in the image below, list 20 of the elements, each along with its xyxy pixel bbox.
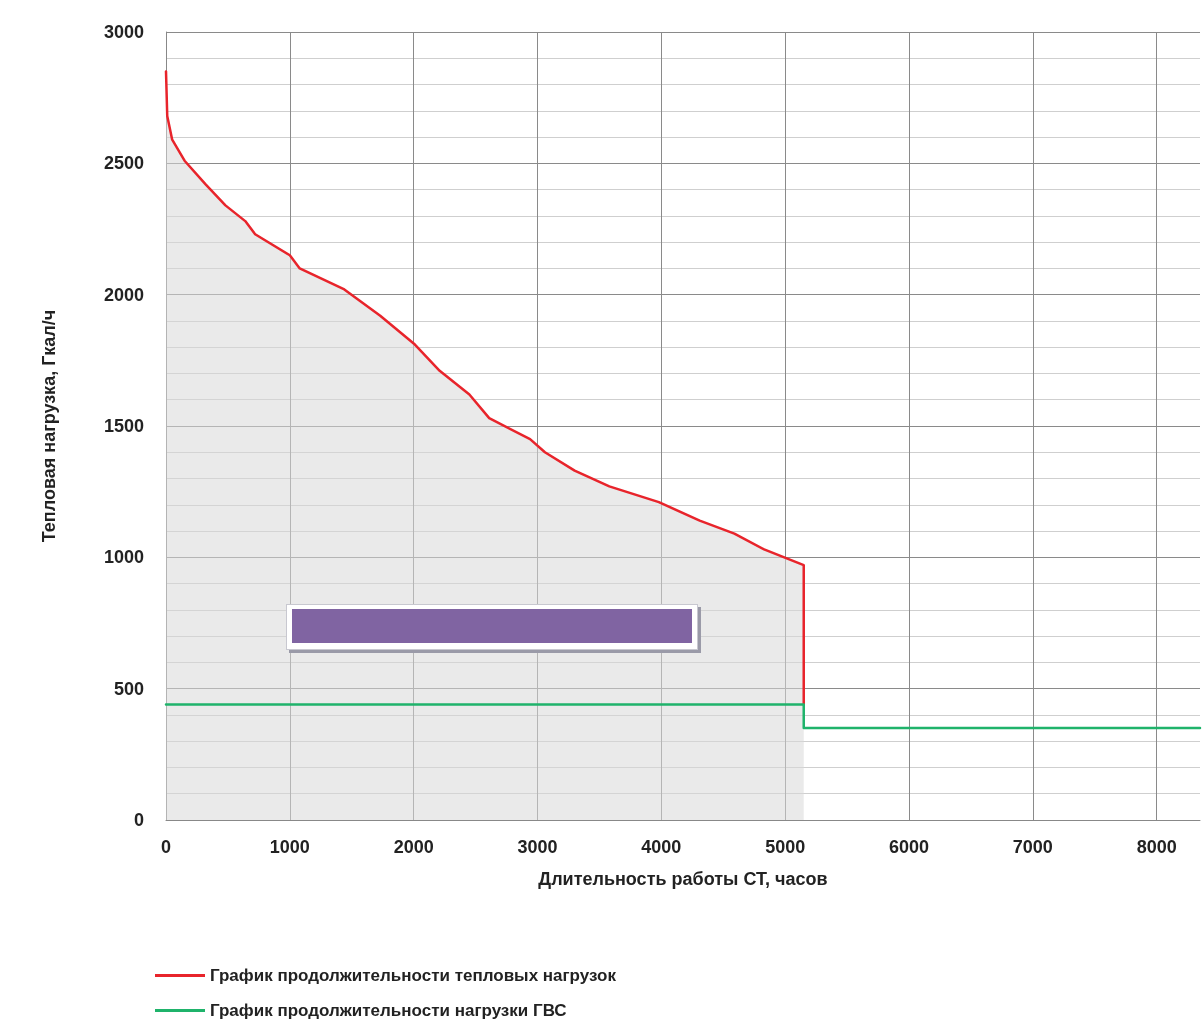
y-tick-label: 1500: [103, 416, 144, 436]
y-tick-label: 1000: [103, 547, 144, 568]
x-tick-label: 4000: [641, 837, 682, 857]
x-tick-label: 6000: [888, 837, 930, 857]
x-tick-label: 5000: [765, 837, 806, 857]
y-tick-label: 500: [113, 678, 144, 699]
x-tick-label: 7000: [1012, 837, 1053, 857]
y-tick-label: 3000: [103, 22, 144, 42]
y-axis-title: Тепловая нагрузка, Гкал/ч: [39, 309, 59, 543]
x-axis-title: Длительность работы СТ, часов: [538, 869, 828, 889]
x-tick-label: 2000: [393, 837, 434, 857]
y-tick-label: 2500: [103, 153, 144, 174]
y-tick-label: 0: [133, 810, 144, 830]
x-tick-label: 0: [160, 837, 172, 857]
x-tick-label: 8000: [1136, 837, 1177, 857]
legend-label: График продолжительности нагрузки ГВС: [210, 1001, 567, 1020]
x-tick-label: 1000: [269, 837, 310, 857]
x-tick-label: 3000: [517, 837, 558, 857]
y-tick-label: 2000: [103, 284, 144, 305]
legend-label: График продолжительности тепловых нагрузок: [210, 966, 617, 985]
